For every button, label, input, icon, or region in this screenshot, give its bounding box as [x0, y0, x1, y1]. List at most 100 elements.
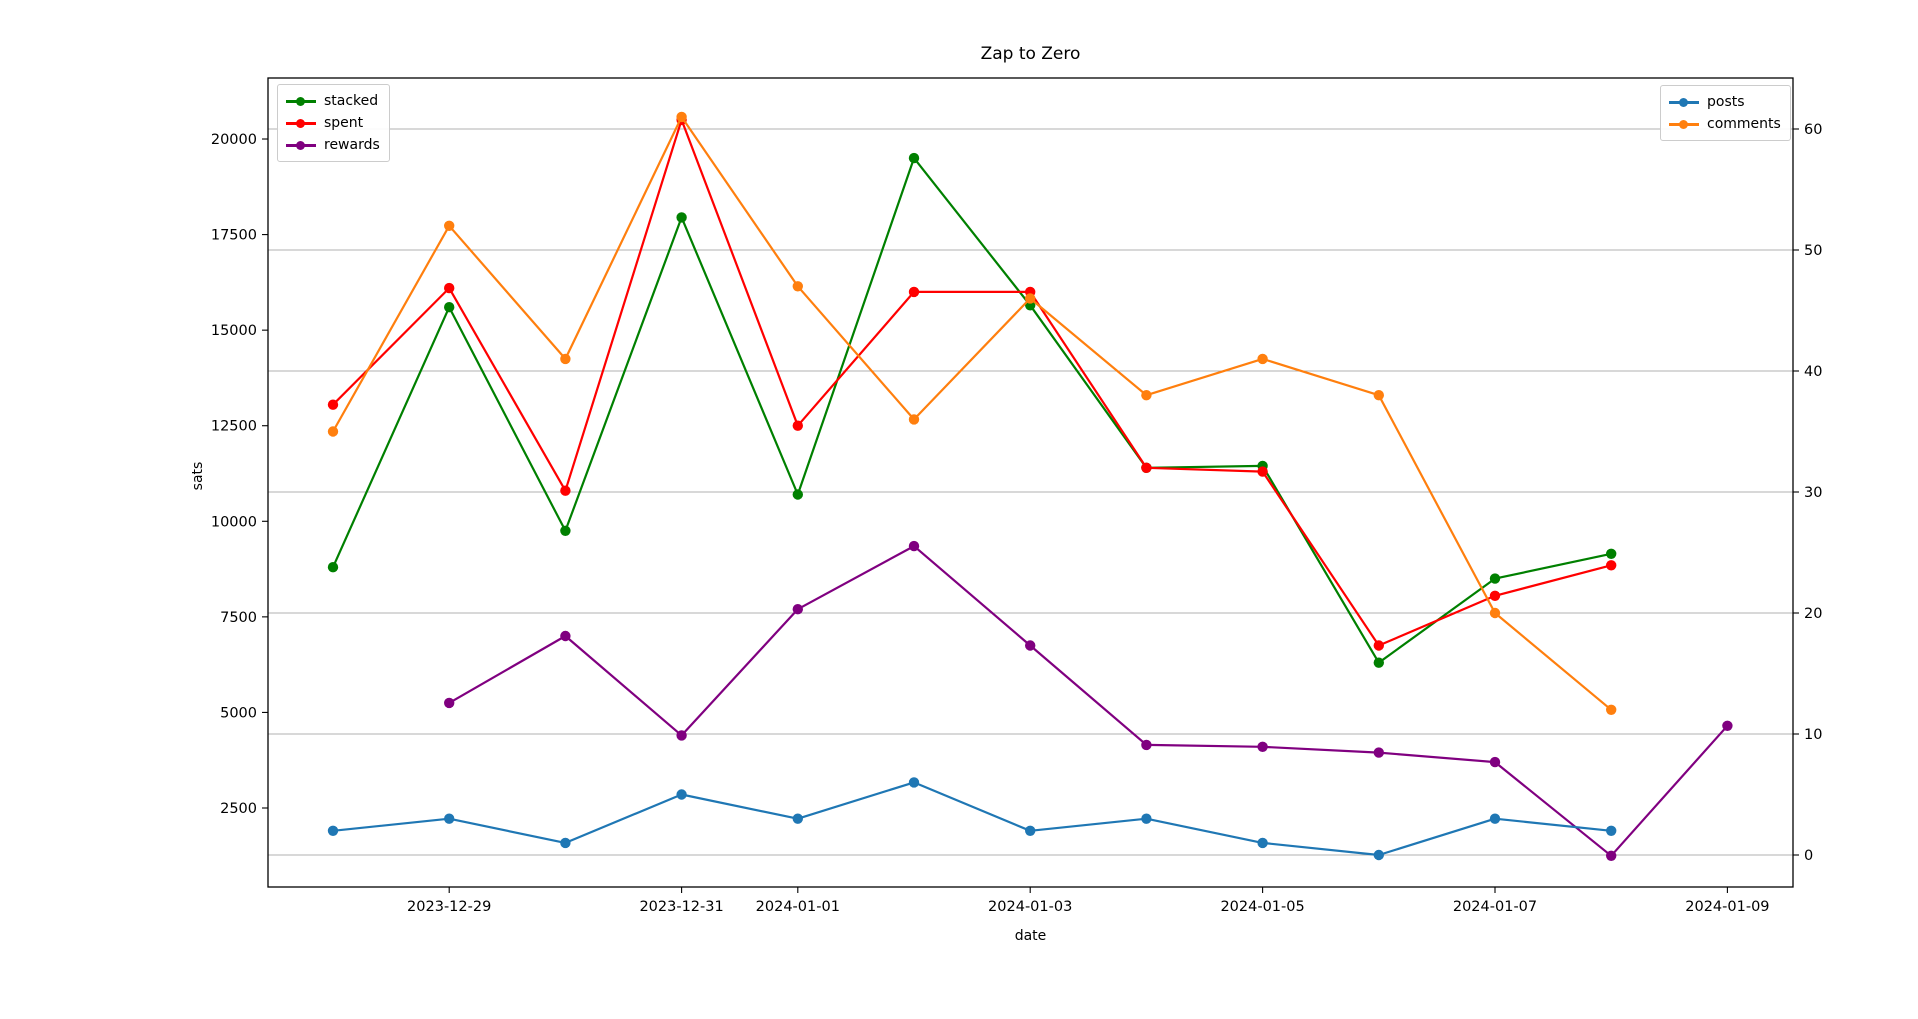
- series-point-stacked: [327, 562, 339, 573]
- x-tick-label: 2024-01-01: [756, 899, 840, 915]
- series-point-posts: [1373, 849, 1385, 861]
- y-tick-label-right: 0: [1804, 848, 1813, 864]
- series-point-rewards: [1373, 747, 1385, 758]
- series-point-rewards: [1257, 741, 1268, 752]
- legend-right: posts comments: [1660, 85, 1791, 141]
- series-point-comments: [444, 220, 455, 231]
- x-tick-label: 2024-01-07: [1453, 899, 1537, 915]
- series-point-comments: [560, 353, 571, 365]
- legend-label: posts: [1707, 94, 1745, 110]
- series-point-rewards: [1025, 640, 1036, 651]
- y-tick-label-left: 12500: [211, 419, 257, 435]
- series-line-stacked: [331, 157, 1612, 664]
- y-tick-label-left: 15000: [211, 323, 257, 339]
- series-point-comments: [676, 111, 687, 123]
- series-point-spent: [1141, 462, 1152, 473]
- legend-label: spent: [324, 115, 364, 131]
- series-point-posts: [1257, 837, 1268, 849]
- x-tick-label: 2023-12-29: [407, 899, 491, 915]
- legend-left: stacked spent rewards: [277, 84, 390, 162]
- y-tick-label-left: 20000: [211, 132, 257, 148]
- series-line-comments: [332, 115, 1612, 711]
- series-point-spent: [444, 282, 455, 294]
- series-point-comments: [1257, 353, 1268, 365]
- series-point-spent: [327, 399, 339, 410]
- series-point-stacked: [444, 302, 455, 313]
- y-tick-label-left: 7500: [220, 610, 257, 626]
- series-point-spent: [792, 420, 803, 431]
- series-point-spent: [1257, 466, 1268, 477]
- series-point-comments: [327, 426, 339, 437]
- series-point-comments: [1489, 607, 1501, 619]
- series-point-posts: [676, 789, 687, 800]
- series-point-posts: [792, 813, 803, 824]
- series-point-spent: [1606, 560, 1617, 571]
- series-point-stacked: [1489, 573, 1501, 584]
- series-point-rewards: [1141, 739, 1152, 751]
- series-line-posts: [332, 781, 1612, 857]
- series-point-stacked: [560, 525, 571, 536]
- series-point-stacked: [792, 489, 803, 500]
- series-point-rewards: [1722, 720, 1733, 731]
- legend-item-comments: comments: [1669, 113, 1781, 135]
- series-point-rewards: [1606, 850, 1617, 861]
- legend-item-stacked: stacked: [286, 90, 380, 112]
- legend-line-marker-icon: [286, 139, 316, 151]
- y-tick-label-left: 5000: [220, 705, 257, 721]
- y-tick-label-left: 2500: [220, 801, 257, 817]
- series-point-spent: [1489, 590, 1501, 601]
- series-point-rewards: [560, 630, 571, 642]
- y-tick-label-right: 10: [1804, 727, 1822, 743]
- legend-line-marker-icon: [286, 95, 316, 107]
- series-point-comments: [792, 281, 803, 292]
- series-point-posts: [444, 813, 455, 824]
- y-tick-label-left: 10000: [211, 514, 257, 530]
- series-point-stacked: [908, 152, 920, 164]
- series-point-comments: [1025, 293, 1036, 304]
- x-tick-label: 2024-01-05: [1220, 899, 1304, 915]
- series-point-posts: [1025, 825, 1036, 836]
- y-axis-label: sats: [190, 461, 206, 491]
- series-point-rewards: [676, 730, 687, 741]
- series-line-rewards: [448, 544, 1729, 857]
- series-point-comments: [1606, 704, 1617, 715]
- legend-item-posts: posts: [1669, 91, 1781, 113]
- legend-line-marker-icon: [1669, 96, 1699, 108]
- series-point-comments: [1373, 390, 1385, 401]
- x-tick-label: 2024-01-09: [1685, 899, 1769, 915]
- series-point-comments: [1141, 390, 1152, 401]
- x-tick-label: 2023-12-31: [639, 899, 723, 915]
- y-tick-label-left: 17500: [211, 228, 257, 244]
- chart-title: Zap to Zero: [980, 44, 1081, 64]
- x-tick-label: 2024-01-03: [988, 899, 1072, 915]
- series-point-comments: [908, 414, 920, 425]
- x-axis-label: date: [1014, 928, 1047, 944]
- series-point-rewards: [1489, 756, 1501, 768]
- series-point-rewards: [444, 697, 455, 709]
- series-point-posts: [1606, 825, 1617, 836]
- y-tick-label-right: 50: [1804, 243, 1822, 259]
- series-point-spent: [1373, 640, 1385, 651]
- series-point-posts: [327, 825, 339, 836]
- legend-label: rewards: [324, 137, 380, 153]
- y-tick-label-right: 60: [1804, 122, 1822, 138]
- plot-border: [267, 77, 1794, 888]
- y-tick-label-right: 30: [1804, 485, 1822, 501]
- series-point-rewards: [792, 604, 803, 615]
- series-point-posts: [1489, 813, 1501, 824]
- series-point-rewards: [908, 540, 920, 552]
- series-point-stacked: [1606, 548, 1617, 559]
- series-point-spent: [908, 286, 920, 298]
- legend-line-marker-icon: [1669, 118, 1699, 130]
- legend-label: comments: [1707, 116, 1781, 132]
- series-point-stacked: [1373, 657, 1385, 668]
- series-line-spent: [332, 118, 1612, 647]
- legend-label: stacked: [324, 93, 379, 109]
- y-tick-label-right: 40: [1804, 364, 1822, 380]
- legend-line-marker-icon: [286, 117, 316, 129]
- series-point-stacked: [676, 212, 687, 223]
- series-point-posts: [1141, 813, 1152, 824]
- series-point-posts: [908, 777, 920, 788]
